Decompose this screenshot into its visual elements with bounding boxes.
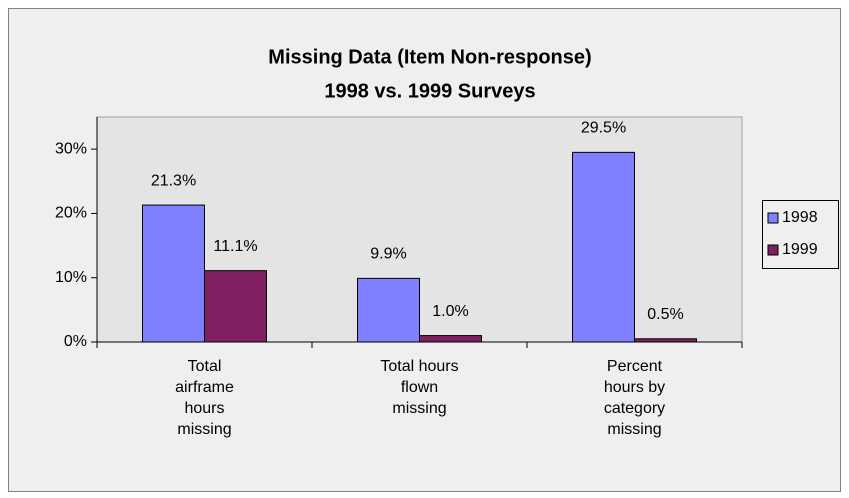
x-tick-label: Total hours flown missing (380, 358, 459, 417)
data-label: 21.3% (151, 172, 196, 189)
bar (572, 151, 635, 343)
legend-label: 1999 (782, 241, 818, 258)
y-tick-label: 20% (55, 205, 87, 222)
legend (762, 200, 839, 269)
x-tick-label: Total airframe hours missing (175, 358, 234, 438)
data-label: 0.5% (647, 306, 683, 323)
chart-title: 1998 vs. 1999 Surveys (324, 80, 535, 102)
bar (204, 270, 267, 343)
legend-swatch (767, 244, 779, 256)
y-tick-label: 30% (55, 140, 87, 157)
x-tick-label: Percent hours by category missing (603, 358, 666, 438)
data-label: 1.0% (432, 303, 468, 320)
bar (142, 204, 205, 343)
bar (419, 335, 482, 343)
data-label: 11.1% (213, 238, 257, 255)
bar (357, 277, 420, 343)
y-tick-label: 10% (55, 269, 87, 286)
legend-swatch (767, 212, 779, 224)
chart-title: Missing Data (Item Non-response) (268, 46, 591, 68)
data-label: 9.9% (370, 246, 406, 263)
legend-label: 1998 (782, 209, 818, 226)
y-tick-label: 0% (64, 333, 87, 350)
data-label: 29.5% (581, 120, 626, 137)
